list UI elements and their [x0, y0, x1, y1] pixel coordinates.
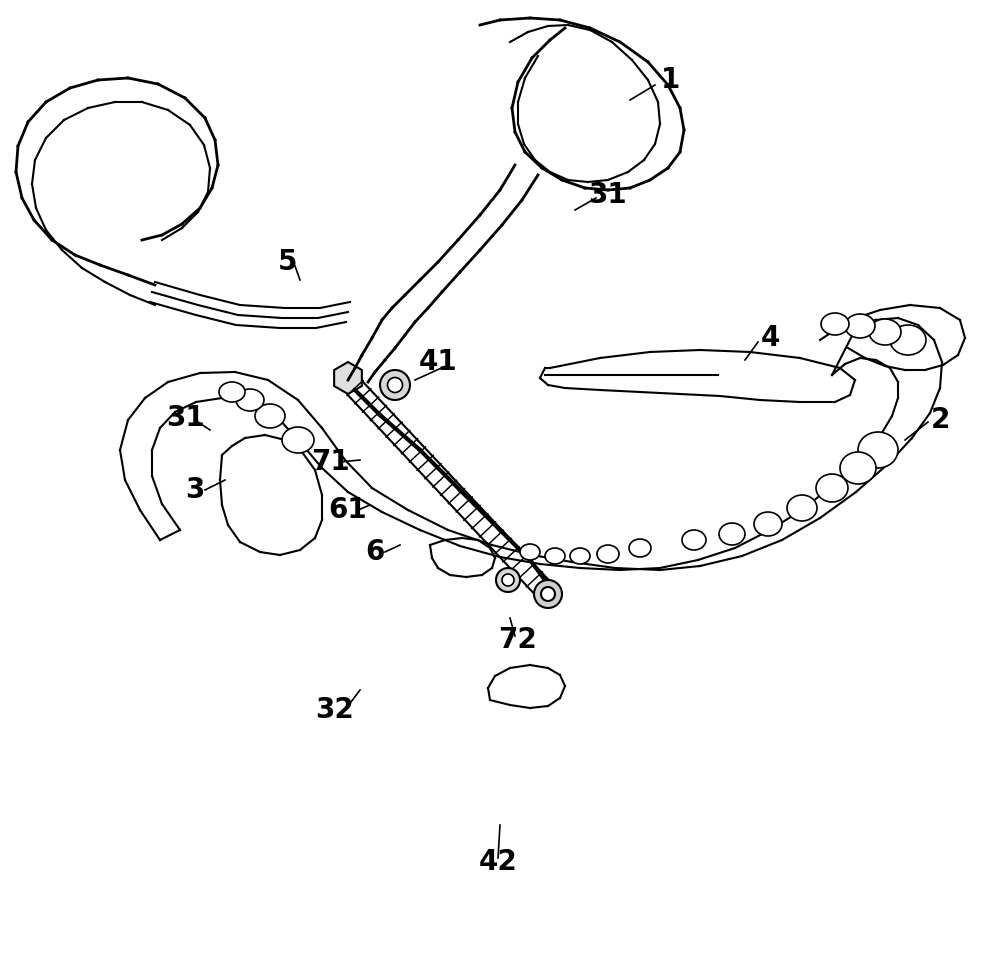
Ellipse shape [754, 512, 782, 536]
Text: 1: 1 [660, 66, 680, 94]
Ellipse shape [845, 314, 875, 338]
Circle shape [541, 587, 555, 601]
Ellipse shape [219, 382, 245, 402]
Ellipse shape [858, 432, 898, 468]
Ellipse shape [282, 427, 314, 453]
Text: 4: 4 [760, 324, 780, 352]
Circle shape [496, 568, 520, 592]
Ellipse shape [629, 539, 651, 557]
Circle shape [388, 378, 402, 392]
Ellipse shape [719, 523, 745, 545]
Ellipse shape [597, 545, 619, 563]
Ellipse shape [545, 548, 565, 564]
Text: 3: 3 [185, 476, 205, 504]
Ellipse shape [570, 548, 590, 564]
Ellipse shape [840, 452, 876, 484]
Text: 32: 32 [316, 696, 354, 724]
Ellipse shape [821, 313, 849, 335]
Text: 2: 2 [930, 406, 950, 434]
Ellipse shape [816, 474, 848, 502]
Text: 41: 41 [419, 348, 457, 376]
Polygon shape [334, 362, 362, 394]
Text: 61: 61 [329, 496, 367, 524]
Text: 71: 71 [311, 448, 349, 476]
Circle shape [502, 574, 514, 586]
Circle shape [534, 580, 562, 608]
Ellipse shape [236, 389, 264, 411]
Ellipse shape [787, 495, 817, 521]
Text: 6: 6 [365, 538, 385, 566]
Ellipse shape [890, 325, 926, 355]
Text: 31: 31 [589, 181, 627, 209]
Ellipse shape [682, 530, 706, 550]
Ellipse shape [520, 544, 540, 560]
Circle shape [380, 370, 410, 400]
Ellipse shape [255, 404, 285, 428]
Text: 5: 5 [278, 248, 298, 276]
Text: 42: 42 [479, 848, 517, 876]
Text: 31: 31 [166, 404, 204, 432]
Text: 72: 72 [499, 626, 537, 654]
Ellipse shape [869, 319, 901, 345]
